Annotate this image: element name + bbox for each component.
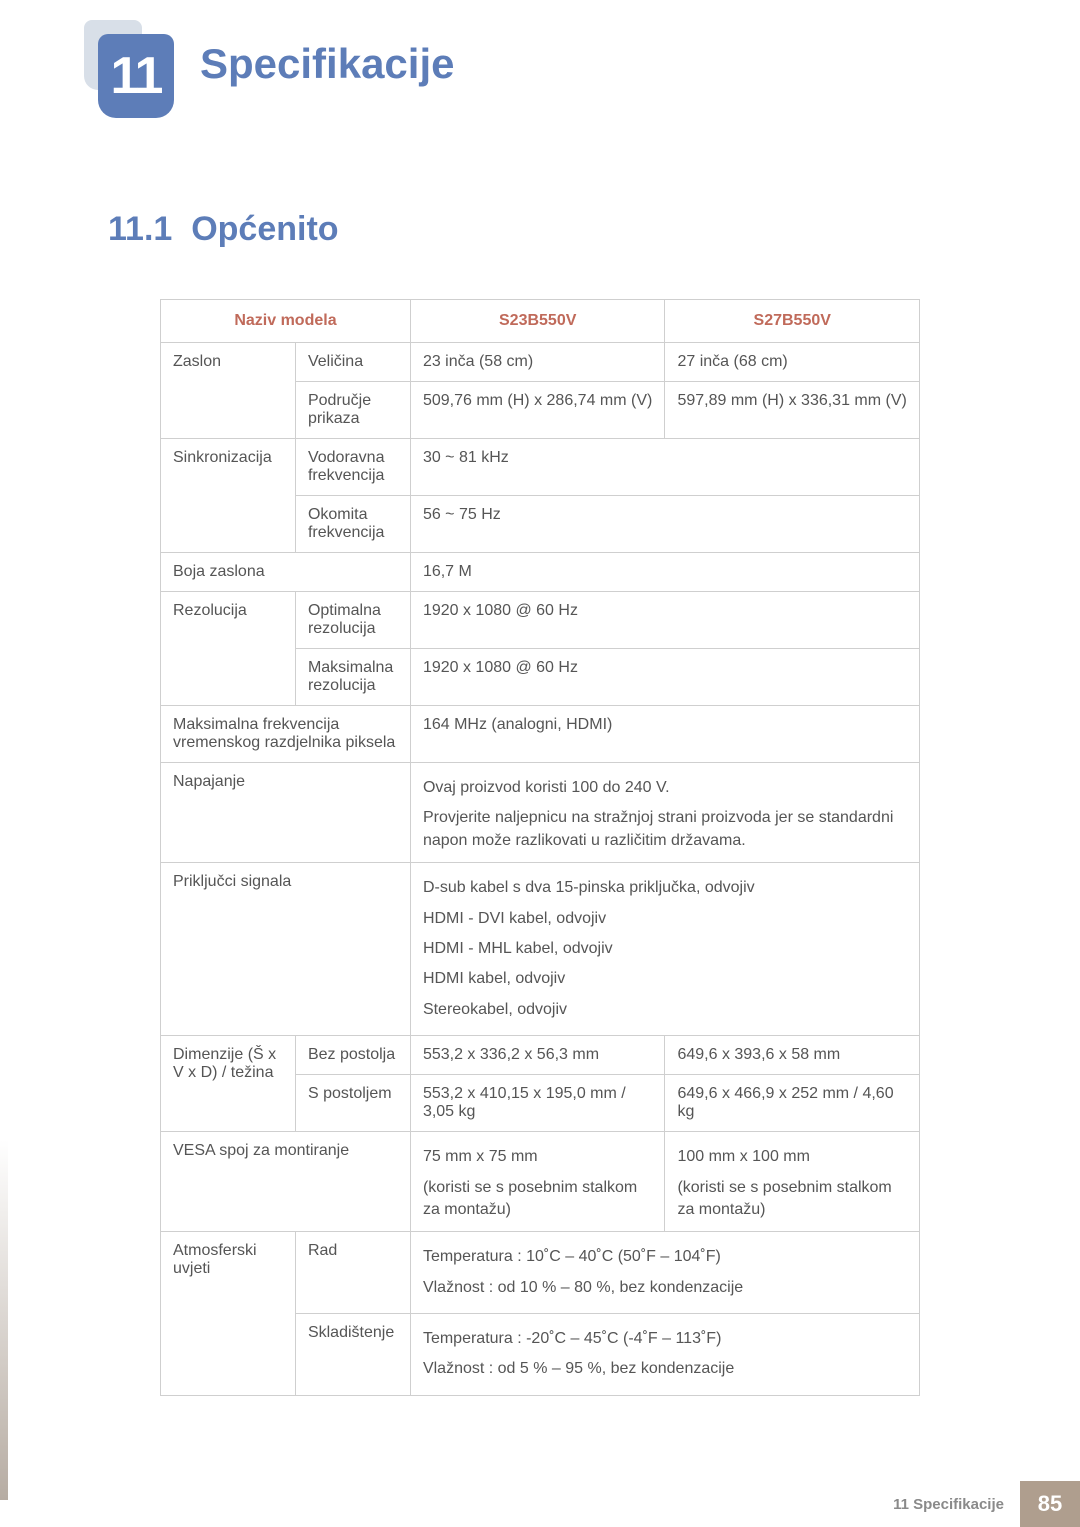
section-heading: 11.1 Općenito xyxy=(108,210,1080,249)
prikljucci-l5: Stereokabel, odvojiv xyxy=(423,995,907,1025)
cell-boja-label: Boja zaslona xyxy=(161,553,411,592)
cell-vesa-b: 100 mm x 100 mm (koristi se s posebnim s… xyxy=(665,1132,920,1232)
cell-dimenzije-label: Dimenzije (Š x V x D) / težina xyxy=(161,1036,296,1132)
cell-optimalna-label: Optimalna rezolucija xyxy=(295,592,410,649)
section-number: 11.1 xyxy=(108,210,172,248)
prikljucci-l1: D-sub kabel s dva 15-pinska priključka, … xyxy=(423,873,907,903)
cell-podrucje-label: Područje prikaza xyxy=(295,382,410,439)
cell-s-a: 553,2 x 410,15 x 195,0 mm / 3,05 kg xyxy=(410,1075,665,1132)
cell-vodoravna-label: Vodoravna frekvencija xyxy=(295,439,410,496)
table-row: Sinkronizacija Vodoravna frekvencija 30 … xyxy=(161,439,920,496)
napajanje-line2: Provjerite naljepnicu na stražnjoj stran… xyxy=(423,807,907,852)
section-title: Općenito xyxy=(191,210,338,248)
cell-maxfreq-val: 164 MHz (analogni, HDMI) xyxy=(410,706,919,763)
table-row: Rezolucija Optimalna rezolucija 1920 x 1… xyxy=(161,592,920,649)
cell-napajanje-label: Napajanje xyxy=(161,763,411,863)
cell-velicina-b: 27 inča (68 cm) xyxy=(665,343,920,382)
vesa-a1: 75 mm x 75 mm xyxy=(423,1142,653,1172)
cell-rad-label: Rad xyxy=(295,1232,410,1314)
chapter-badge: 11 xyxy=(84,20,174,120)
page-header: 11 Specifikacije xyxy=(0,0,1080,140)
cell-skladistenje-val: Temperatura : -20˚C – 45˚C (-4˚F – 113˚F… xyxy=(410,1314,919,1396)
cell-okomita-val: 56 ~ 75 Hz xyxy=(410,496,919,553)
skladistenje-l1: Temperatura : -20˚C – 45˚C (-4˚F – 113˚F… xyxy=(423,1324,907,1354)
vesa-b1: 100 mm x 100 mm xyxy=(677,1142,907,1172)
table-header-row: Naziv modela S23B550V S27B550V xyxy=(161,300,920,343)
badge-front: 11 xyxy=(98,34,174,118)
prikljucci-l3: HDMI - MHL kabel, odvojiv xyxy=(423,934,907,964)
table-row: Dimenzije (Š x V x D) / težina Bez posto… xyxy=(161,1036,920,1075)
header-model-a: S23B550V xyxy=(410,300,665,343)
rad-l1: Temperatura : 10˚C – 40˚C (50˚F – 104˚F) xyxy=(423,1242,907,1272)
table-row: Maksimalna frekvencija vremenskog razdje… xyxy=(161,706,920,763)
cell-podrucje-a: 509,76 mm (H) x 286,74 mm (V) xyxy=(410,382,665,439)
cell-bez-label: Bez postolja xyxy=(295,1036,410,1075)
header-model-label: Naziv modela xyxy=(161,300,411,343)
cell-vodoravna-val: 30 ~ 81 kHz xyxy=(410,439,919,496)
cell-maksimalna-label: Maksimalna rezolucija xyxy=(295,649,410,706)
prikljucci-l2: HDMI - DVI kabel, odvojiv xyxy=(423,904,907,934)
cell-maksimalna-val: 1920 x 1080 @ 60 Hz xyxy=(410,649,919,706)
table-row: Napajanje Ovaj proizvod koristi 100 do 2… xyxy=(161,763,920,863)
cell-vesa-a: 75 mm x 75 mm (koristi se s posebnim sta… xyxy=(410,1132,665,1232)
specifications-table: Naziv modela S23B550V S27B550V Zaslon Ve… xyxy=(160,299,920,1396)
cell-velicina-a: 23 inča (58 cm) xyxy=(410,343,665,382)
cell-zaslon: Zaslon xyxy=(161,343,296,439)
cell-prikljucci-val: D-sub kabel s dva 15-pinska priključka, … xyxy=(410,863,919,1036)
cell-maxfreq-label: Maksimalna frekvencija vremenskog razdje… xyxy=(161,706,411,763)
cell-s-b: 649,6 x 466,9 x 252 mm / 4,60 kg xyxy=(665,1075,920,1132)
cell-rad-val: Temperatura : 10˚C – 40˚C (50˚F – 104˚F)… xyxy=(410,1232,919,1314)
cell-sinkro: Sinkronizacija xyxy=(161,439,296,553)
side-gradient xyxy=(0,1140,8,1500)
cell-rezolucija: Rezolucija xyxy=(161,592,296,706)
footer-text: 11 Specifikacije xyxy=(893,1481,1020,1527)
napajanje-line1: Ovaj proizvod koristi 100 do 240 V. xyxy=(423,773,907,803)
rad-l2: Vlažnost : od 10 % – 80 %, bez kondenzac… xyxy=(423,1273,907,1303)
skladistenje-l2: Vlažnost : od 5 % – 95 %, bez kondenzaci… xyxy=(423,1354,907,1384)
table-row: Atmosferski uvjeti Rad Temperatura : 10˚… xyxy=(161,1232,920,1314)
vesa-b2: (koristi se s posebnim stalkom za montaž… xyxy=(677,1177,907,1222)
page-footer: 11 Specifikacije 85 xyxy=(0,1481,1080,1527)
table-row: Priključci signala D-sub kabel s dva 15-… xyxy=(161,863,920,1036)
cell-boja-val: 16,7 M xyxy=(410,553,919,592)
cell-podrucje-b: 597,89 mm (H) x 336,31 mm (V) xyxy=(665,382,920,439)
cell-skladistenje-label: Skladištenje xyxy=(295,1314,410,1396)
cell-napajanje-val: Ovaj proizvod koristi 100 do 240 V. Prov… xyxy=(410,763,919,863)
chapter-number: 11 xyxy=(111,50,162,102)
cell-atmosferski-label: Atmosferski uvjeti xyxy=(161,1232,296,1396)
cell-prikljucci-label: Priključci signala xyxy=(161,863,411,1036)
cell-bez-b: 649,6 x 393,6 x 58 mm xyxy=(665,1036,920,1075)
header-model-b: S27B550V xyxy=(665,300,920,343)
cell-optimalna-val: 1920 x 1080 @ 60 Hz xyxy=(410,592,919,649)
table-row: Boja zaslona 16,7 M xyxy=(161,553,920,592)
cell-okomita-label: Okomita frekvencija xyxy=(295,496,410,553)
footer-page-number: 85 xyxy=(1020,1481,1080,1527)
vesa-a2: (koristi se s posebnim stalkom za montaž… xyxy=(423,1177,653,1222)
table-row: VESA spoj za montiranje 75 mm x 75 mm (k… xyxy=(161,1132,920,1232)
chapter-title: Specifikacije xyxy=(200,40,454,88)
table-row: Zaslon Veličina 23 inča (58 cm) 27 inča … xyxy=(161,343,920,382)
cell-s-label: S postoljem xyxy=(295,1075,410,1132)
cell-bez-a: 553,2 x 336,2 x 56,3 mm xyxy=(410,1036,665,1075)
cell-velicina-label: Veličina xyxy=(295,343,410,382)
prikljucci-l4: HDMI kabel, odvojiv xyxy=(423,964,907,994)
cell-vesa-label: VESA spoj za montiranje xyxy=(161,1132,411,1232)
